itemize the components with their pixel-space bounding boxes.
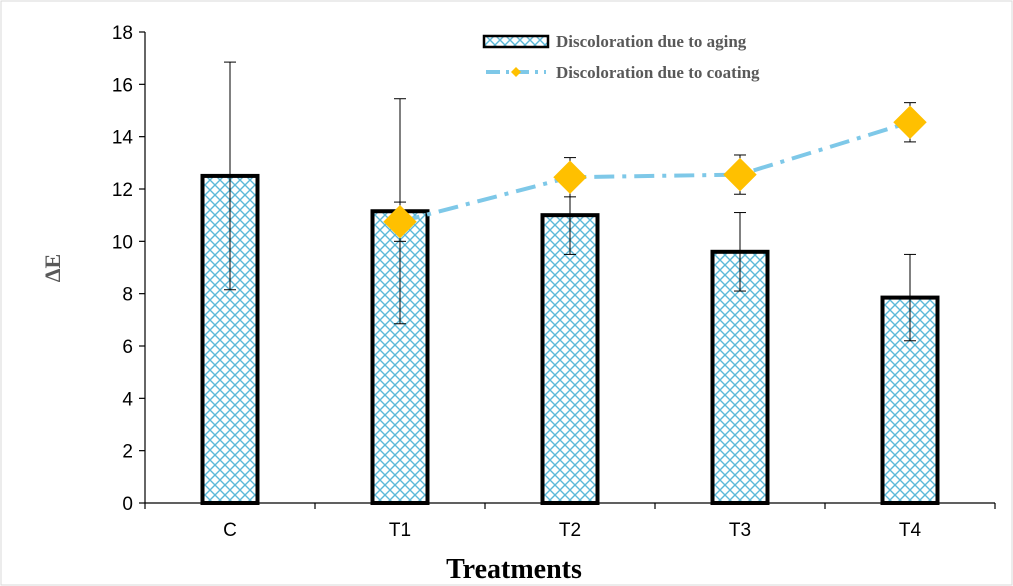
y-tick-label: 12 bbox=[112, 180, 133, 201]
y-tick-label: 2 bbox=[122, 442, 133, 463]
y-tick-label: 4 bbox=[122, 389, 133, 410]
coating-marker bbox=[893, 105, 927, 139]
x-tick-label: T1 bbox=[389, 520, 411, 541]
y-axis-title: ΔE bbox=[40, 254, 65, 282]
x-tick-label: T2 bbox=[559, 520, 581, 541]
y-tick-label: 6 bbox=[122, 337, 133, 358]
coating-marker bbox=[723, 157, 757, 192]
legend-swatch-aging bbox=[482, 34, 550, 49]
x-axis-title: Treatments bbox=[446, 554, 582, 585]
y-tick-label: 14 bbox=[112, 128, 134, 149]
x-tick-label: T4 bbox=[899, 520, 922, 541]
bar bbox=[540, 213, 600, 506]
y-tick-label: 0 bbox=[122, 494, 133, 515]
x-tick-label: C bbox=[223, 520, 237, 541]
x-tick-label: T3 bbox=[729, 520, 751, 541]
legend-label-aging: Discoloration due to aging bbox=[556, 32, 747, 51]
y-tick-label: 8 bbox=[122, 285, 133, 306]
y-tick-label: 16 bbox=[112, 75, 133, 96]
legend-swatch-coating-marker bbox=[511, 67, 521, 77]
legend-label-coating: Discoloration due to coating bbox=[556, 63, 760, 82]
coating-series-line bbox=[399, 120, 911, 224]
y-tick-label: 18 bbox=[112, 23, 133, 44]
coating-marker bbox=[553, 160, 587, 194]
coating-marker bbox=[383, 205, 417, 239]
y-tick-label: 10 bbox=[112, 232, 133, 253]
